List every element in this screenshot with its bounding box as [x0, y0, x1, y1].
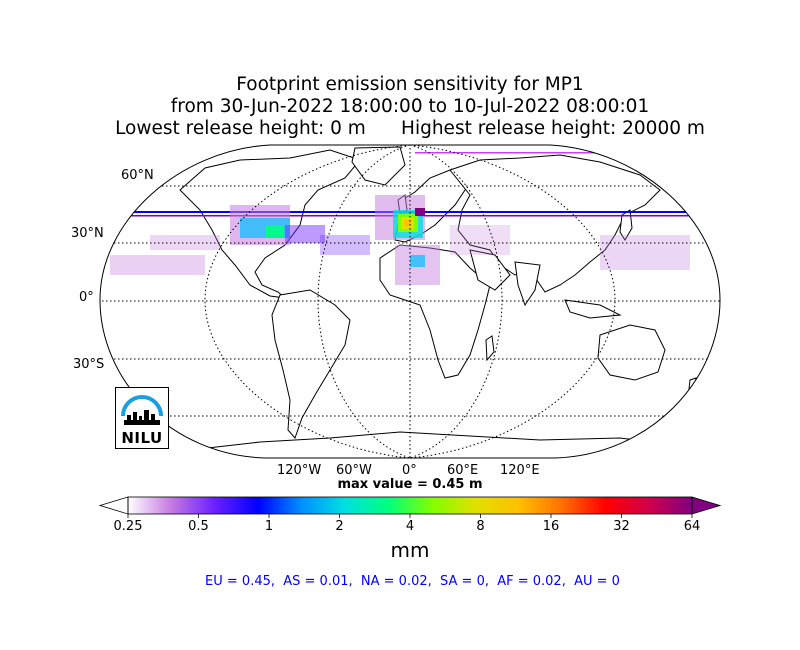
nilu-logo-icon [121, 395, 163, 425]
colorbar-tick-label: 1 [264, 519, 274, 534]
land-japan [619, 209, 633, 241]
land-australia [597, 324, 666, 381]
sensitivity-patch [110, 255, 205, 275]
map-title-line-2: from 30-Jun-2022 18:00:00 to 10-Jul-2022… [170, 96, 650, 117]
map-border [99, 144, 721, 459]
coastlines [179, 146, 720, 458]
sensitivity-patch [450, 225, 510, 255]
sensitivity-patch [265, 225, 283, 237]
colorbar-tick-label: 0.25 [113, 519, 143, 534]
sensitivity-patch [410, 255, 425, 267]
map-title-line-1: Footprint emission sensitivity for MP1 [236, 74, 584, 95]
nilu-logo: NILU [115, 387, 169, 449]
lon-label: 60°E [447, 463, 479, 478]
sensitivity-patch [415, 208, 425, 216]
land-south-america [271, 289, 351, 439]
land-madagascar [485, 335, 495, 362]
land-antarctica [179, 431, 720, 458]
colorbar-tick-label: 32 [613, 519, 630, 534]
sensitivity-patch [320, 235, 370, 255]
lon-label: 0° [402, 463, 417, 478]
sensitivity-patch [404, 220, 411, 226]
sensitivity-band [415, 152, 685, 154]
colorbar-tick-label: 64 [683, 519, 701, 534]
lon-label: 120°W [277, 463, 322, 478]
sensitivity-patch [600, 235, 690, 270]
lat-label: 30°N [71, 226, 104, 241]
sensitivity-patch [150, 235, 220, 250]
graticule [100, 145, 720, 458]
colorbar-tick-label: 4 [405, 519, 415, 534]
land-india [514, 261, 541, 307]
land-africa [379, 244, 491, 379]
nilu-logo-text: NILU [121, 429, 163, 447]
max-value-label: max value = 0.45 m [337, 477, 483, 492]
colorbar-tick-label: 2 [335, 519, 344, 534]
lon-label: 120°E [500, 463, 540, 478]
colorbar-tick-label: 16 [542, 519, 560, 534]
land-greenland [351, 146, 406, 186]
colorbar-tick-label: 8 [476, 519, 485, 534]
colorbar-tick-label: 0.5 [188, 519, 209, 534]
lon-label: 60°W [336, 463, 372, 478]
land-indonesia [564, 299, 622, 319]
land-arabia [469, 249, 511, 291]
lat-label: 30°S [73, 357, 105, 372]
colorbar-unit-label: mm [390, 538, 430, 562]
region-summary: EU = 0.45, AS = 0.01, NA = 0.02, SA = 0,… [205, 574, 620, 589]
gridline [204, 145, 411, 458]
lat-label: 60°N [121, 168, 154, 183]
sensitivity-patch [285, 225, 325, 243]
land-asia [449, 154, 661, 293]
gridline [317, 145, 411, 458]
map-title-line-3: Lowest release height: 0 m Highest relea… [115, 118, 705, 139]
gridline [409, 145, 616, 458]
lat-label: 0° [79, 290, 94, 305]
gridline [409, 145, 503, 458]
